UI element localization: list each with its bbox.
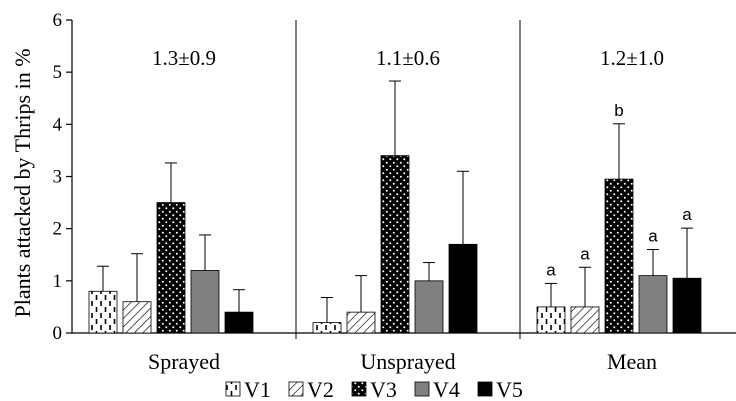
- bar-v5: [448, 243, 478, 334]
- legend-label: V5: [496, 377, 523, 401]
- y-tick-label: 1: [53, 271, 63, 292]
- legend-swatch-v3: [351, 381, 367, 397]
- legend-swatch-v4: [414, 381, 430, 397]
- legend: V1 V2 V3 V4 V5: [225, 377, 523, 401]
- x-category-label: Mean: [607, 349, 657, 374]
- bar-v1: [88, 290, 118, 334]
- bar-marks: [88, 155, 702, 334]
- significance-letter: a: [546, 260, 556, 279]
- y-axis-title: Plants attacked by Thrips in %: [10, 48, 35, 317]
- bar-v1: [312, 322, 342, 334]
- legend-label: V1: [244, 377, 271, 401]
- y-tick-label: 2: [53, 219, 63, 240]
- bar-v1: [536, 306, 566, 334]
- group-annotations: 1.3±0.9 1.1±0.6 1.2±1.0: [152, 46, 664, 70]
- significance-letters: a a b a a: [546, 101, 692, 280]
- y-tick-label: 0: [53, 323, 63, 344]
- significance-letter: a: [580, 244, 590, 263]
- y-axis-ticks: 0 1 2 3 4 5 6: [53, 10, 72, 344]
- legend-label: V2: [307, 377, 334, 401]
- bar-v3: [604, 178, 634, 334]
- legend-swatch-v1: [225, 381, 241, 397]
- y-tick-label: 4: [53, 114, 63, 135]
- bar-v5: [672, 277, 702, 334]
- bar-v4: [414, 280, 444, 334]
- x-category-label: Sprayed: [148, 349, 220, 374]
- legend-label: V4: [433, 377, 460, 401]
- group-annotation: 1.2±1.0: [600, 46, 664, 70]
- bar-v2: [570, 306, 600, 334]
- significance-letter: b: [614, 101, 623, 120]
- legend-swatch-v2: [288, 381, 304, 397]
- y-tick-label: 6: [53, 10, 63, 31]
- group-annotation: 1.3±0.9: [152, 46, 216, 70]
- y-tick-label: 5: [53, 62, 63, 83]
- legend-swatch-v5: [477, 381, 493, 397]
- bar-v3: [380, 155, 410, 334]
- significance-letter: a: [682, 205, 692, 224]
- bar-v4: [638, 275, 668, 334]
- x-category-label: Unsprayed: [360, 349, 455, 374]
- legend-label: V3: [370, 377, 397, 401]
- group-annotation: 1.1±0.6: [376, 46, 440, 70]
- x-axis-category-labels: Sprayed Unsprayed Mean: [148, 349, 657, 374]
- bar-v5: [224, 311, 254, 334]
- y-tick-label: 3: [53, 167, 63, 188]
- bar-v2: [122, 301, 152, 334]
- significance-letter: a: [648, 227, 658, 246]
- bar-v3: [156, 202, 186, 334]
- error-bars: [97, 80, 693, 323]
- bar-v2: [346, 311, 376, 334]
- bar-v4: [190, 269, 220, 334]
